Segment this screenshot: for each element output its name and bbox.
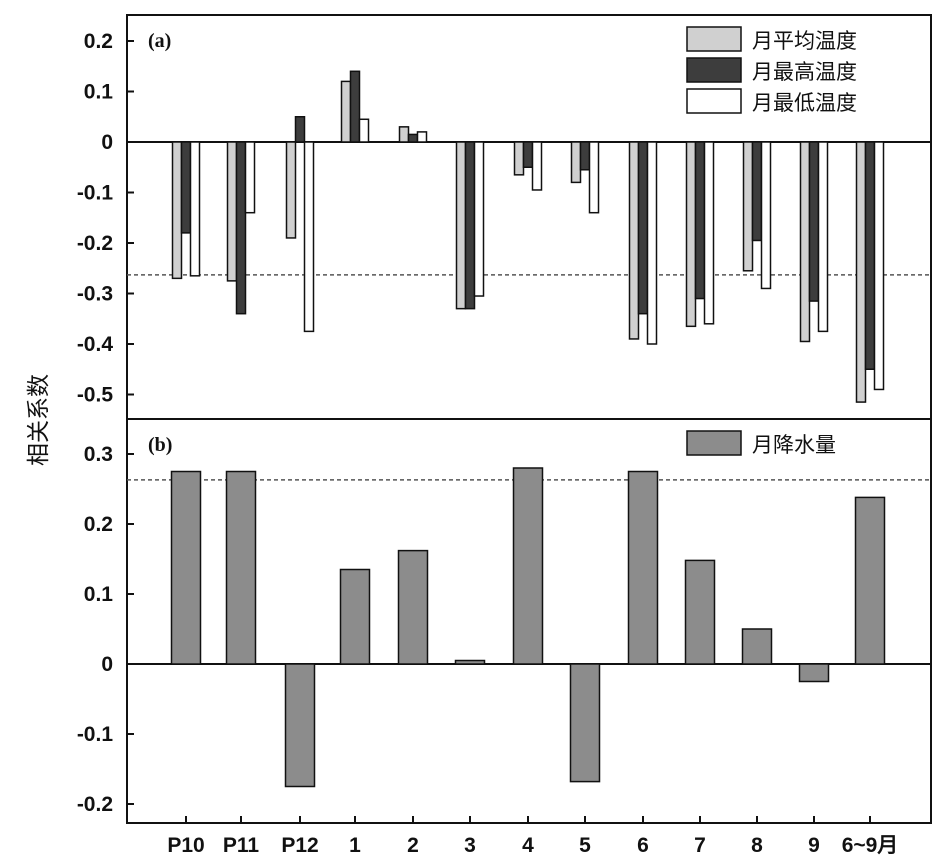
x-tick-label: 4 (522, 834, 534, 857)
bar-b-s0-c5 (454, 659, 486, 665)
bar-a-s0-c5 (455, 141, 467, 310)
y-tick-label: -0.5 (77, 384, 114, 407)
y-tick-label: 0 (101, 653, 113, 676)
bar-a-s2-c6 (531, 141, 543, 191)
legend-label: 月最高温度 (752, 60, 857, 84)
bar-a-s0-c9 (685, 141, 697, 328)
bar-a-s2-c2 (303, 141, 315, 333)
bar-a-s2-c3 (358, 118, 370, 143)
x-axis: P10 P11 P12 1 2 3 4 5 6 7 8 9 6~9月 (167, 816, 898, 857)
bar-b-s0-c2 (284, 663, 316, 788)
y-tick-label: 0.1 (84, 81, 114, 104)
bar-a-s1-c3 (349, 70, 361, 143)
bar-a-s1-c12 (864, 141, 876, 370)
bar-b-s0-c11 (798, 663, 830, 683)
legend-swatch (686, 26, 742, 52)
y-tick-label: -0.1 (77, 723, 114, 746)
bar-a-s0-c12 (855, 141, 867, 403)
bar-a-s2-c0 (189, 141, 201, 277)
bar-a-s0-c4 (398, 126, 410, 143)
bar-a-s1-c5 (464, 141, 476, 310)
y-tick-label: 0.3 (84, 443, 113, 466)
x-tick-label: 1 (349, 834, 361, 857)
bar-a-s1-c0 (180, 141, 192, 234)
legend-label: 月平均温度 (752, 29, 857, 53)
bar-b-s0-c3 (339, 568, 371, 665)
bar-a-s2-c7 (588, 141, 600, 214)
x-tick-label: P12 (281, 834, 318, 857)
y-tick-label: 0 (101, 131, 113, 154)
bar-a-s1-c9 (694, 141, 706, 300)
bar-a-s0-c1 (226, 141, 238, 282)
bar-b-s0-c8 (627, 470, 659, 665)
legend-label: 月降水量 (752, 433, 836, 457)
x-tick-label: 8 (751, 834, 763, 857)
bar-a-s2-c4 (416, 131, 428, 143)
x-tick-label: P11 (223, 834, 260, 857)
x-tick-label: P10 (167, 834, 204, 857)
y-axis-label: 相关系数 (26, 374, 52, 466)
y-tick-label: -0.2 (77, 232, 113, 255)
bar-b-s0-c7 (569, 663, 601, 783)
panel-label: (b) (148, 434, 172, 456)
bar-a-s1-c6 (522, 141, 534, 168)
y-tick-label: -0.4 (77, 333, 114, 356)
bar-a-s1-c2 (294, 116, 306, 143)
bar-b-s0-c10 (741, 628, 773, 665)
y-tick-label: 0.1 (84, 583, 114, 606)
panel-b: 0.3 0.2 0.1 0 -0.1 -0.2 (b) 月降水量 (77, 418, 932, 824)
bar-a-s1-c7 (579, 141, 591, 171)
x-tick-label: 6 (637, 834, 649, 857)
x-tick-label: 9 (808, 834, 820, 857)
y-tick-label: -0.3 (77, 283, 113, 306)
bar-a-s2-c5 (473, 141, 485, 297)
bar-a-s0-c3 (340, 80, 352, 143)
bar-a-s0-c11 (799, 141, 811, 343)
bar-a-s0-c7 (570, 141, 582, 184)
bar-a-s2-c10 (760, 141, 772, 290)
legend-label: 月最低温度 (752, 91, 857, 115)
bar-a-s1-c8 (637, 141, 649, 315)
legend-swatch (686, 88, 742, 114)
y-tick-label: 0.2 (84, 30, 113, 53)
bar-a-s2-c8 (646, 141, 658, 345)
bar-b-s0-c6 (512, 467, 544, 665)
bar-a-s1-c11 (808, 141, 820, 302)
legend-swatch (686, 57, 742, 83)
bar-a-s0-c2 (285, 141, 297, 239)
bar-a-s0-c6 (513, 141, 525, 176)
x-tick-label: 7 (694, 834, 706, 857)
bar-b-s0-c4 (397, 549, 429, 665)
bar-b-s0-c0 (170, 470, 202, 665)
bar-a-s0-c10 (742, 141, 754, 272)
y-tick-label: 0.2 (84, 513, 113, 536)
bar-b-s0-c12 (854, 496, 886, 665)
bar-b-s0-c1 (225, 470, 257, 665)
bar-a-s0-c8 (628, 141, 640, 340)
y-tick-label: -0.1 (77, 182, 114, 205)
bar-a-s2-c12 (873, 141, 885, 391)
x-tick-label: 2 (407, 834, 419, 857)
bar-b-s0-c9 (684, 559, 716, 665)
legend-swatch (686, 430, 742, 456)
bar-a-s0-c0 (171, 141, 183, 280)
bar-a-s1-c1 (235, 141, 247, 315)
x-tick-label: 5 (579, 834, 591, 857)
bar-a-s2-c1 (244, 141, 256, 214)
bar-a-s1-c4 (407, 133, 419, 143)
bar-a-s2-c9 (703, 141, 715, 325)
x-tick-label: 6~9月 (842, 834, 899, 857)
panel-a: 0.2 0.1 0 -0.1 -0.2 -0.3 -0.4 -0.5 (a) 月平均温度月最高温度… (77, 14, 932, 420)
x-tick-label: 3 (464, 834, 476, 857)
y-tick-label: -0.2 (77, 793, 113, 816)
bar-a-s1-c10 (751, 141, 763, 242)
bar-a-s2-c11 (817, 141, 829, 333)
panel-label: (a) (148, 30, 171, 52)
